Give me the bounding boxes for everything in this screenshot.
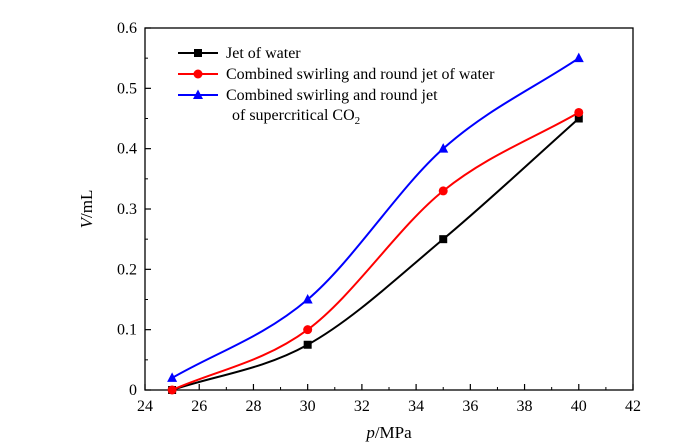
legend-label: Combined swirling and round jet — [226, 87, 438, 104]
series-line — [171, 117, 580, 391]
series-line — [171, 111, 580, 391]
data-point — [303, 325, 313, 335]
legend-marker — [193, 89, 203, 99]
x-tick-label: 42 — [625, 398, 641, 415]
x-tick-label: 36 — [462, 398, 478, 415]
x-tick-label: 30 — [300, 398, 316, 415]
data-point — [438, 143, 449, 153]
series-layer — [167, 52, 584, 395]
y-tick-label: 0.6 — [117, 20, 137, 37]
x-tick-label: 40 — [571, 398, 587, 415]
x-tick-label: 34 — [408, 398, 424, 415]
data-point — [574, 107, 584, 117]
x-tick-label: 24 — [137, 398, 153, 415]
y-tick-label: 0.5 — [117, 80, 137, 97]
legend: Jet of water Combined swirling and round … — [178, 45, 495, 127]
y-tick-label: 0.3 — [117, 201, 137, 218]
legend-label: Combined swirling and round jet of water — [226, 66, 495, 83]
data-point — [438, 186, 448, 196]
x-axis-label: p/MPa — [365, 423, 412, 442]
legend-label: of supercritical CO2 — [232, 107, 360, 127]
data-point — [167, 372, 178, 382]
y-tick-label: 0.4 — [117, 141, 137, 158]
legend-marker — [193, 69, 203, 79]
data-point — [302, 294, 313, 304]
legend-item-2: Combined swirling and round jet of superc… — [178, 87, 438, 127]
x-tick-label: 26 — [191, 398, 207, 415]
x-tick-label: 32 — [354, 398, 370, 415]
y-axis-label: V/mL — [77, 190, 96, 229]
y-tick-label: 0 — [129, 382, 137, 399]
data-point — [303, 340, 312, 349]
data-point — [439, 235, 448, 244]
legend-label: Jet of water — [226, 45, 301, 62]
legend-item-0: Jet of water — [178, 45, 301, 62]
data-point — [573, 52, 584, 63]
data-point — [574, 114, 583, 123]
y-tick-label: 0.2 — [117, 261, 137, 278]
series-2 — [167, 52, 584, 382]
x-tick-label: 28 — [245, 398, 261, 415]
legend-item-1: Combined swirling and round jet of water — [178, 66, 495, 83]
data-point — [167, 385, 177, 395]
series-line — [171, 57, 580, 379]
legend-marker — [194, 49, 202, 57]
series-0 — [168, 114, 583, 394]
legend-subscript: 2 — [355, 115, 361, 127]
x-tick-label: 38 — [517, 398, 533, 415]
series-1 — [167, 107, 584, 395]
y-tick-label: 0.1 — [117, 322, 137, 339]
axis-ticks: 24 26 28 30 32 34 36 38 40 42 0 0.1 0.2 0.3 0.4 0.5 0.6 — [117, 20, 641, 415]
